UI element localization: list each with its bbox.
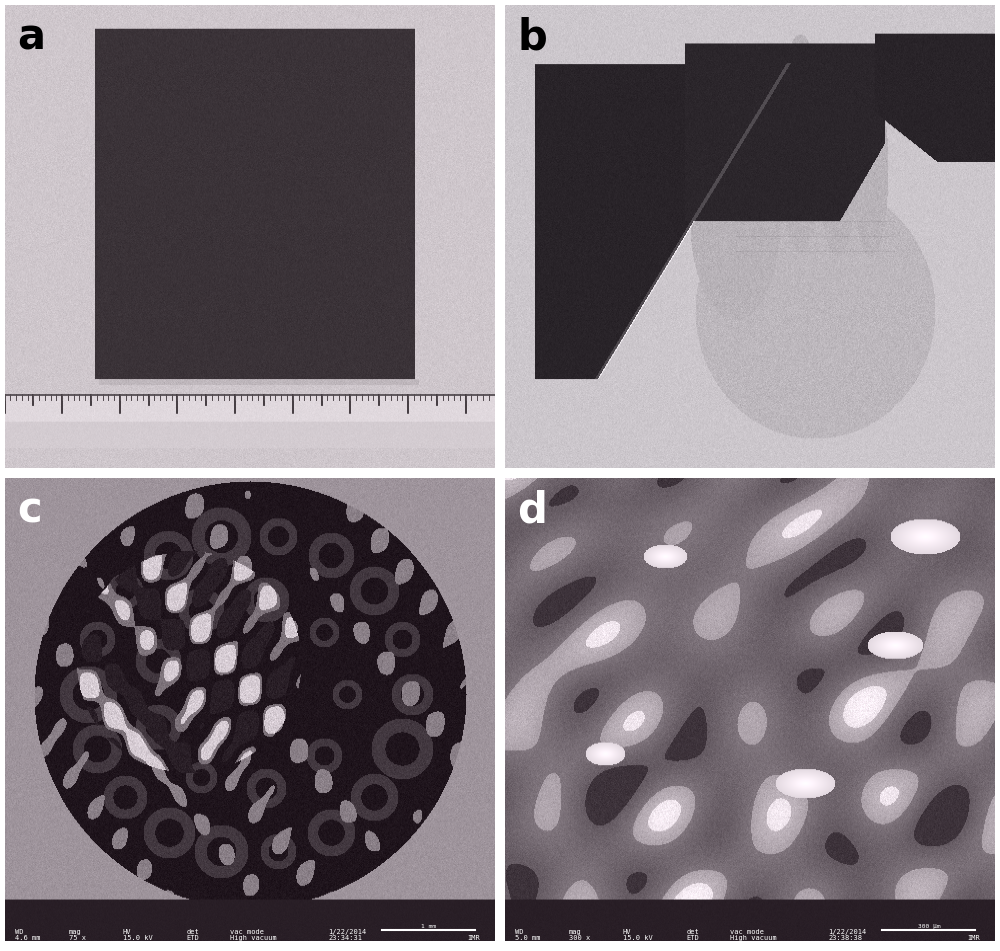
Text: 23:38:38: 23:38:38 bbox=[828, 935, 862, 941]
Text: 75 x: 75 x bbox=[69, 935, 86, 941]
Text: vac mode: vac mode bbox=[730, 928, 764, 935]
Text: det: det bbox=[186, 928, 199, 935]
Text: ETD: ETD bbox=[186, 935, 199, 941]
Text: vac mode: vac mode bbox=[230, 928, 264, 935]
Text: HV: HV bbox=[623, 928, 631, 935]
Text: 15.0 kV: 15.0 kV bbox=[123, 935, 152, 941]
Text: mag: mag bbox=[569, 928, 581, 935]
Text: b: b bbox=[517, 16, 547, 58]
Text: High vacuum: High vacuum bbox=[230, 935, 277, 941]
Text: ETD: ETD bbox=[686, 935, 699, 941]
Text: WD: WD bbox=[515, 928, 523, 935]
Text: det: det bbox=[686, 928, 699, 935]
Text: 1/22/2014: 1/22/2014 bbox=[828, 928, 867, 935]
Text: WD: WD bbox=[15, 928, 23, 935]
Text: a: a bbox=[17, 16, 45, 58]
Text: 15.0 kV: 15.0 kV bbox=[623, 935, 652, 941]
Text: 4.6 mm: 4.6 mm bbox=[15, 935, 40, 941]
Text: 300 μm: 300 μm bbox=[918, 923, 940, 928]
Text: IMR: IMR bbox=[968, 935, 980, 941]
Text: 1/22/2014: 1/22/2014 bbox=[328, 928, 367, 935]
Text: c: c bbox=[17, 490, 42, 532]
Text: 5.0 mm: 5.0 mm bbox=[515, 935, 540, 941]
Text: 1 mm: 1 mm bbox=[421, 923, 436, 928]
Text: 300 x: 300 x bbox=[569, 935, 590, 941]
Text: mag: mag bbox=[69, 928, 81, 935]
Text: High vacuum: High vacuum bbox=[730, 935, 777, 941]
Text: 23:34:31: 23:34:31 bbox=[328, 935, 362, 941]
Text: d: d bbox=[517, 490, 547, 532]
Text: HV: HV bbox=[123, 928, 131, 935]
Text: IMR: IMR bbox=[468, 935, 480, 941]
